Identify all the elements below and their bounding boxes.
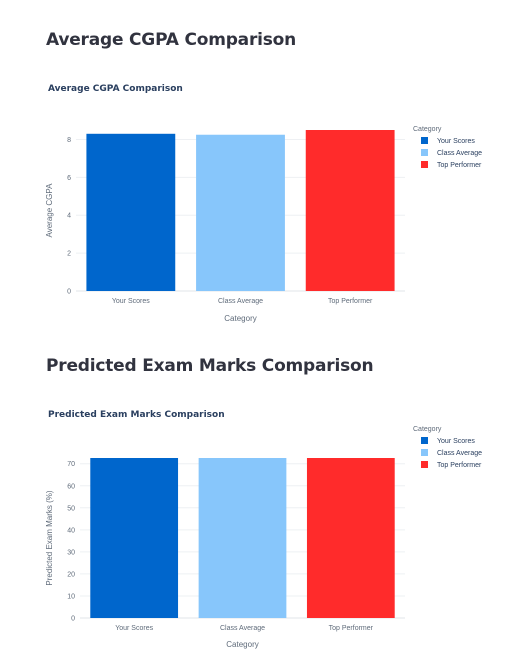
y-tick-label: 20 xyxy=(67,571,75,578)
legend-swatch[interactable] xyxy=(421,137,428,144)
y-tick-label: 4 xyxy=(67,213,71,220)
bar[interactable] xyxy=(196,134,285,291)
legend-swatch[interactable] xyxy=(421,437,428,444)
x-tick-label: Your Scores xyxy=(112,298,150,305)
legend-item-label[interactable]: Your Scores xyxy=(437,138,475,145)
y-axis-title: Predicted Exam Marks (%) xyxy=(45,490,54,585)
legend-item-label[interactable]: Class Average xyxy=(437,150,482,157)
y-tick-label: 8 xyxy=(67,137,71,144)
x-axis-title: Category xyxy=(224,314,256,323)
y-tick-label: 0 xyxy=(67,289,71,296)
y-tick-label: 60 xyxy=(67,483,75,490)
legend-title: Category xyxy=(413,426,442,433)
y-tick-label: 50 xyxy=(67,505,75,512)
chart-title: Predicted Exam Marks Comparison xyxy=(48,410,225,420)
x-tick-label: Class Average xyxy=(220,625,265,632)
legend-title: Category xyxy=(413,126,442,133)
bar[interactable] xyxy=(86,133,176,291)
legend-item-label[interactable]: Your Scores xyxy=(437,438,475,445)
y-tick-label: 40 xyxy=(67,527,75,534)
x-tick-label: Class Average xyxy=(218,298,263,305)
x-axis-title: Category xyxy=(226,640,258,649)
marks-bar-chart: Predicted Exam Marks Comparison 0 10 20 30 40… xyxy=(45,410,482,649)
bar[interactable] xyxy=(305,130,395,291)
bar[interactable] xyxy=(198,458,287,618)
y-tick-label: 30 xyxy=(67,549,75,556)
bar[interactable] xyxy=(306,458,395,618)
y-tick-label: 0 xyxy=(71,616,75,623)
x-tick-label: Your Scores xyxy=(115,625,153,632)
y-tick-label: 2 xyxy=(67,251,71,258)
y-tick-label: 6 xyxy=(67,175,71,182)
legend-swatch[interactable] xyxy=(421,449,428,456)
y-axis-title: Average CGPA xyxy=(45,183,54,238)
legend-item-label[interactable]: Top Performer xyxy=(437,162,482,169)
legend-swatch[interactable] xyxy=(421,149,428,156)
y-tick-label: 10 xyxy=(67,593,75,600)
chart-title: Average CGPA Comparison xyxy=(48,84,183,94)
legend-swatch[interactable] xyxy=(421,161,428,168)
legend-swatch[interactable] xyxy=(421,461,428,468)
cgpa-bar-chart: Average CGPA Comparison 0 2 4 6 8 Your Scores C… xyxy=(45,84,482,323)
section-heading-cgpa: Average CGPA Comparison xyxy=(46,30,297,50)
legend-item-label[interactable]: Top Performer xyxy=(437,462,482,469)
y-tick-label: 70 xyxy=(67,461,75,468)
section-heading-marks: Predicted Exam Marks Comparison xyxy=(46,356,374,376)
legend-item-label[interactable]: Class Average xyxy=(437,450,482,457)
x-tick-label: Top Performer xyxy=(328,298,373,305)
x-tick-label: Top Performer xyxy=(329,625,374,632)
bar[interactable] xyxy=(90,458,179,618)
